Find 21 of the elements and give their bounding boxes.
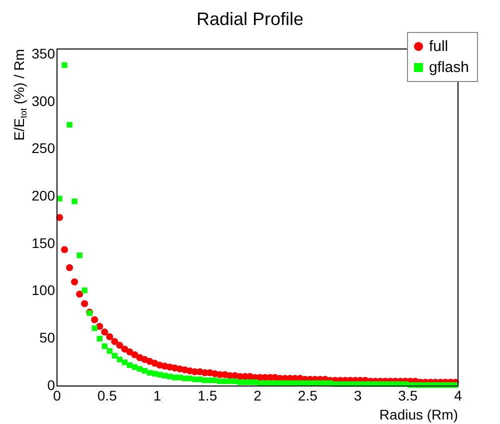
x-tick-label: 4 <box>454 387 462 404</box>
y-tick-label: 150 <box>32 234 56 251</box>
x-tick-label: 1 <box>153 387 162 404</box>
y-tick-label: 200 <box>32 188 56 204</box>
y-tick-label: 50 <box>39 330 56 346</box>
x-tick-label: 2.5 <box>298 387 318 404</box>
x-tick-label: 1.5 <box>198 387 218 404</box>
x-axis-title: Radius (Rm) <box>379 406 458 422</box>
y-tick-label: 350 <box>32 46 56 62</box>
y-tick-label: 100 <box>32 282 56 298</box>
y-tick-label: 250 <box>32 140 56 156</box>
legend-label: full <box>428 37 448 57</box>
y-tick-label: 300 <box>32 92 56 109</box>
y-axis-title: E/Etot (%) / Rm <box>10 48 28 141</box>
x-tick-label: 3.5 <box>398 387 418 404</box>
y-tick-label: 0 <box>47 376 56 393</box>
chart-title: Radial Profile <box>196 8 304 29</box>
x-tick-label: 2 <box>254 387 262 404</box>
x-tick-label: 0.5 <box>97 387 118 404</box>
legend-label: gflash <box>428 58 469 78</box>
x-tick-label: 3 <box>354 387 362 404</box>
